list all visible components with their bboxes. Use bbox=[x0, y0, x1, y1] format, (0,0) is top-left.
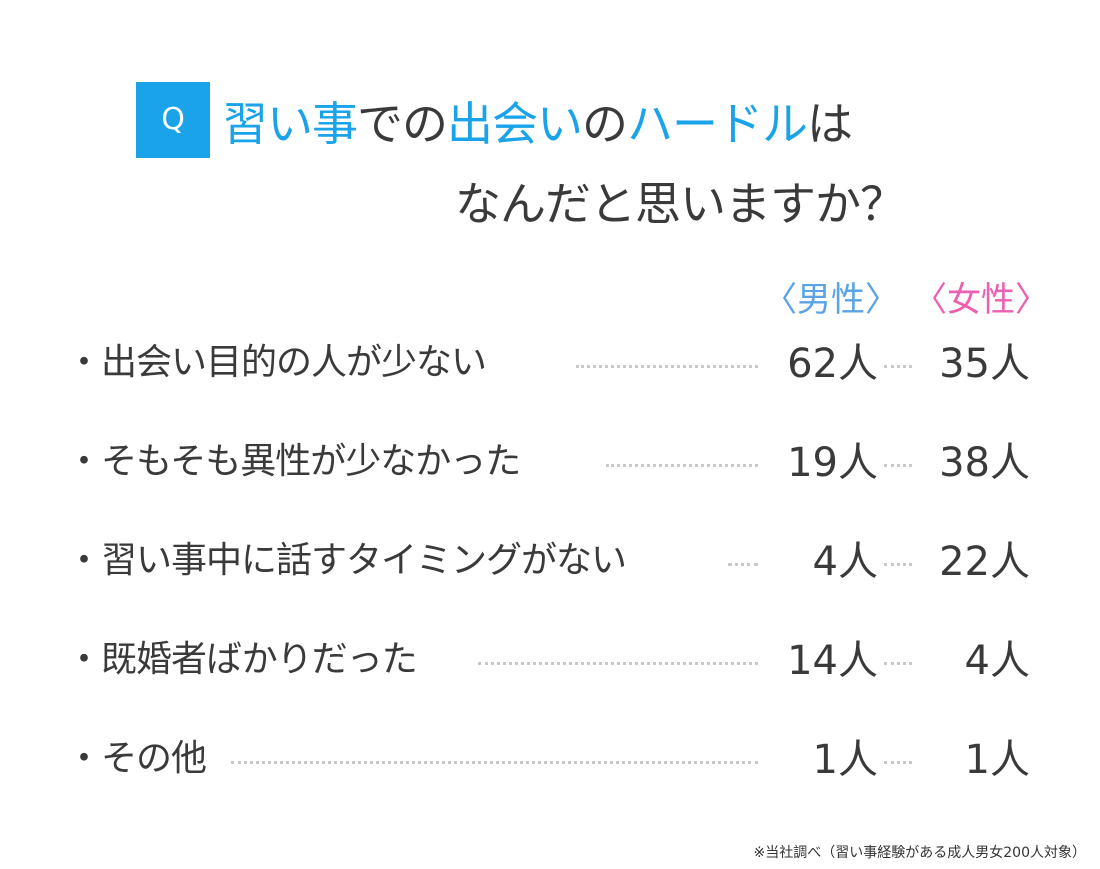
answer-row: ・出会い目的の人が少ない 62人 35人 bbox=[66, 333, 1030, 393]
answer-label: ・出会い目的の人が少ない bbox=[66, 342, 487, 383]
source-footnote: ※当社調べ（習い事経験がある成人男女200人対象） bbox=[753, 845, 1086, 861]
dot-leader bbox=[478, 662, 758, 665]
answer-row: ・習い事中に話すタイミングがない 4人 22人 bbox=[66, 531, 1030, 591]
question-badge: Q bbox=[136, 82, 210, 158]
dot-leader bbox=[884, 662, 912, 665]
dot-leader bbox=[576, 365, 758, 368]
male-count: 4人 bbox=[812, 539, 878, 585]
title-segment: の bbox=[582, 97, 628, 151]
title-segment: は bbox=[807, 97, 853, 151]
answer-label: ・既婚者ばかりだった bbox=[66, 639, 418, 680]
answer-label: ・習い事中に話すタイミングがない bbox=[66, 540, 627, 581]
answer-row: ・その他 1人 1人 bbox=[66, 729, 1030, 789]
male-count: 19人 bbox=[787, 440, 878, 486]
female-count: 1人 bbox=[964, 737, 1030, 783]
dot-leader bbox=[884, 563, 912, 566]
answer-label: ・そもそも異性が少なかった bbox=[66, 441, 521, 482]
female-column-header: 〈女性〉 bbox=[913, 280, 1049, 320]
male-count: 62人 bbox=[787, 341, 878, 387]
male-count: 14人 bbox=[787, 638, 878, 684]
dot-leader bbox=[884, 464, 912, 467]
dot-leader bbox=[884, 365, 912, 368]
dot-leader bbox=[728, 563, 758, 566]
dot-leader bbox=[231, 761, 758, 764]
female-count: 35人 bbox=[939, 341, 1030, 387]
answer-row: ・そもそも異性が少なかった 19人 38人 bbox=[66, 432, 1030, 492]
dot-leader bbox=[884, 761, 912, 764]
title-segment: ハードル bbox=[627, 97, 808, 151]
dot-leader bbox=[606, 464, 758, 467]
female-count: 22人 bbox=[939, 539, 1030, 585]
female-count: 38人 bbox=[939, 440, 1030, 486]
title-segment: 習い事 bbox=[222, 97, 358, 151]
male-column-header: 〈男性〉 bbox=[763, 280, 899, 320]
answer-row: ・既婚者ばかりだった 14人 4人 bbox=[66, 630, 1030, 690]
title-segment: 出会い bbox=[447, 97, 583, 151]
female-count: 4人 bbox=[964, 638, 1030, 684]
title-segment: での bbox=[357, 97, 448, 151]
question-title-line2: なんだと思いますか？ bbox=[455, 177, 906, 231]
answer-label: ・その他 bbox=[66, 738, 207, 779]
male-count: 1人 bbox=[812, 737, 878, 783]
question-title-line1: 習い事での出会いのハードルは bbox=[222, 88, 853, 154]
